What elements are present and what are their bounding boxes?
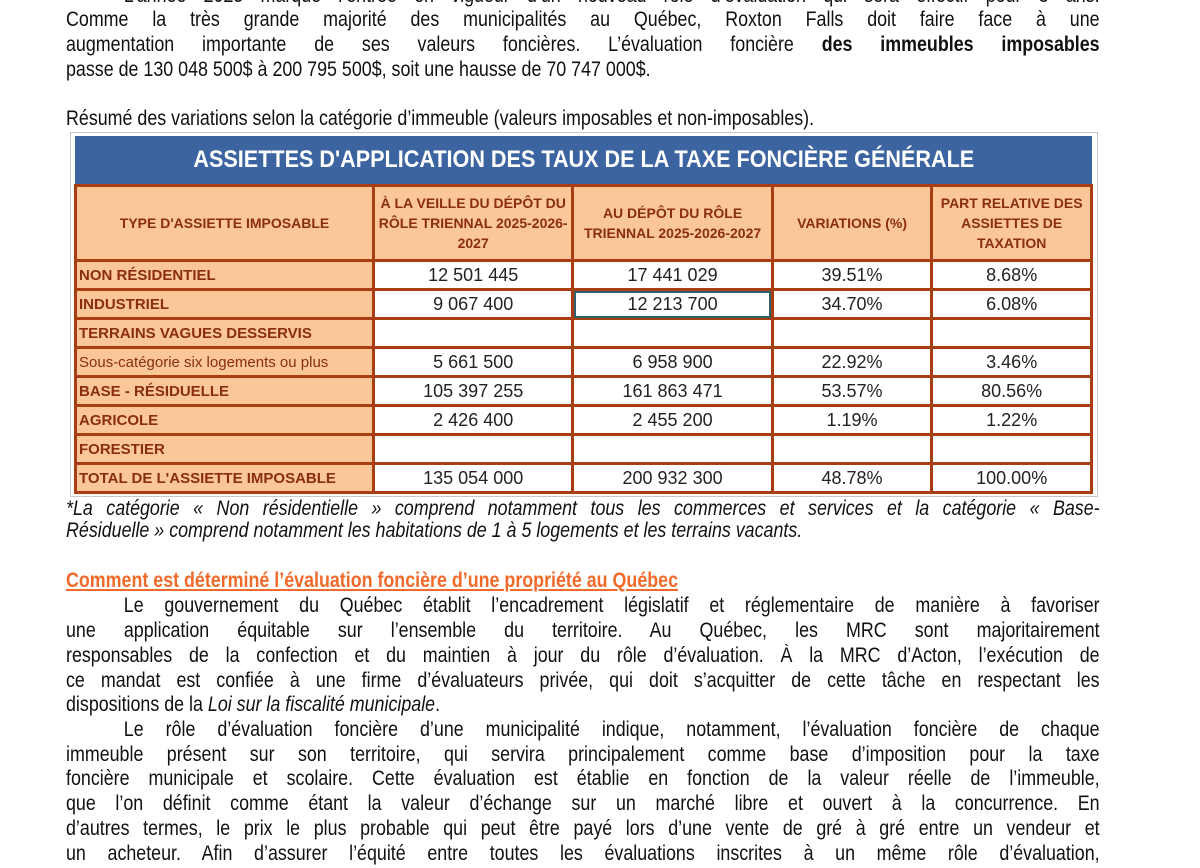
cell-before: 9 067 400	[372, 288, 575, 320]
cell-before: 135 054 000	[372, 462, 575, 494]
table-row: INDUSTRIEL 9 067 400 12 213 700 34.70% 6.08%	[73, 288, 1093, 320]
table-row: FORESTIER	[73, 433, 1093, 465]
cell-share: 8.68%	[930, 259, 1093, 291]
cell-variation: 34.70%	[770, 288, 934, 320]
paragraph-text: .	[435, 693, 441, 716]
paragraph-line: responsables de la confection et du main…	[66, 644, 1100, 667]
cell-type: TOTAL DE L'ASSIETTE IMPOSABLE	[73, 462, 376, 494]
table-frame	[70, 132, 1098, 497]
cell-share: 100.00%	[930, 462, 1093, 494]
paragraph-text: dispositions de la	[66, 693, 208, 716]
cell-share: 1.22%	[930, 404, 1093, 436]
paragraph-line: Le gouvernement du Québec établit l’enca…	[123, 594, 1100, 617]
section-heading: Comment est déterminé l’évaluation fonci…	[66, 569, 678, 592]
cell-variation	[770, 317, 934, 349]
intro-text: augmentation importante de ses valeurs f…	[66, 33, 794, 56]
cell-before: 2 426 400	[372, 404, 575, 436]
footnote-line: *La catégorie « Non résidentielle » comp…	[66, 497, 1100, 520]
cell-type: TERRAINS VAGUES DESSERVIS	[73, 317, 376, 349]
law-title: Loi sur la fiscalité municipale	[207, 693, 436, 716]
cell-type: AGRICOLE	[73, 404, 376, 436]
cell-variation: 53.57%	[770, 375, 934, 407]
cell-type: Sous-catégorie six logements ou plus	[73, 346, 376, 378]
cell-variation: 1.19%	[770, 404, 934, 436]
cell-variation: 39.51%	[770, 259, 934, 291]
cell-share: 3.46%	[930, 346, 1093, 378]
table-row: BASE - RÉSIDUELLE 105 397 255 161 863 471 5…	[73, 375, 1093, 407]
paragraph-line: que l’on définit comme étant la valeur d…	[66, 792, 1100, 815]
cell-type: INDUSTRIEL	[73, 288, 376, 320]
cell-after: 12 213 700	[571, 288, 774, 320]
intro-line: Comme la très grande majorité des munici…	[66, 8, 1100, 31]
paragraph-line: immeuble présent sur son territoire, qui…	[66, 743, 1100, 766]
col-header-after: AU DÉPÔT DU RÔLE TRIENNAL 2025-2026-2027	[571, 184, 774, 262]
cell-type: BASE - RÉSIDUELLE	[73, 375, 376, 407]
cell-after	[571, 317, 774, 349]
table-row: Sous-catégorie six logements ou plus 5 66…	[73, 346, 1093, 378]
cell-after: 200 932 300	[571, 462, 774, 494]
cell-variation	[770, 433, 934, 465]
table-row: TOTAL DE L'ASSIETTE IMPOSABLE 135 054 000…	[73, 462, 1093, 494]
intro-line: L’année 2025 marque l’entrée en vigueur …	[66, 0, 1100, 8]
summary-line: Résumé des variations selon la catégorie…	[66, 107, 815, 130]
cell-after: 17 441 029	[571, 259, 774, 291]
col-header-before: À LA VEILLE DU DÉPÔT DU RÔLE TRIENNAL 20…	[372, 184, 575, 262]
col-header-type: TYPE D'ASSIETTE IMPOSABLE	[73, 184, 376, 262]
tax-base-table: TYPE D'ASSIETTE IMPOSABLE À LA VEILLE DU…	[73, 184, 1093, 494]
footnote-line: Résiduelle » comprend notamment les habi…	[66, 519, 803, 542]
cell-share	[930, 317, 1093, 349]
cell-before: 5 661 500	[372, 346, 575, 378]
table-row: TERRAINS VAGUES DESSERVIS	[73, 317, 1093, 349]
cell-after	[571, 433, 774, 465]
cell-variation: 22.92%	[770, 346, 934, 378]
table-row: AGRICOLE 2 426 400 2 455 200 1.19% 1.22%	[73, 404, 1093, 436]
paragraph-line: foncière municipale et scolaire. Cette é…	[66, 767, 1100, 790]
cell-before	[372, 433, 575, 465]
cell-after: 6 958 900	[571, 346, 774, 378]
table-title: ASSIETTES D'APPLICATION DES TAUX DE LA T…	[75, 136, 1092, 184]
paragraph-line: Le rôle d’évaluation foncière d’une muni…	[123, 718, 1100, 741]
cell-after: 2 455 200	[571, 404, 774, 436]
table-row: NON RÉSIDENTIEL 12 501 445 17 441 029 39.51…	[73, 259, 1093, 291]
cell-after: 161 863 471	[571, 375, 774, 407]
cell-type: NON RÉSIDENTIEL	[73, 259, 376, 291]
paragraph-line: d’autres termes, le prix le plus probabl…	[66, 817, 1100, 840]
intro-line: passe de 130 048 500$ à 200 795 500$, so…	[66, 58, 651, 81]
intro-line: augmentation importante de ses valeurs f…	[66, 33, 1100, 57]
cell-share: 80.56%	[930, 375, 1093, 407]
col-header-variation: VARIATIONS (%)	[770, 184, 934, 262]
cell-before: 12 501 445	[372, 259, 575, 291]
cell-before	[372, 317, 575, 349]
cell-share: 6.08%	[930, 288, 1093, 320]
cell-type: FORESTIER	[73, 433, 376, 465]
col-header-share: PART RELATIVE DES ASSIETTES DE TAXATION	[930, 184, 1093, 262]
cell-share	[930, 433, 1093, 465]
cell-variation: 48.78%	[770, 462, 934, 494]
paragraph-line: un acheteur. Afin d’assurer l’équité ent…	[66, 842, 1100, 865]
paragraph-line: dispositions de la Loi sur la fiscalité …	[66, 693, 1100, 717]
paragraph-line: une application équitable sur l’ensemble…	[66, 619, 1100, 642]
cell-before: 105 397 255	[372, 375, 575, 407]
paragraph-line: ce mandat est confiée à une firme d’éval…	[66, 669, 1100, 692]
intro-bold-text: des immeubles imposables	[821, 33, 1100, 56]
